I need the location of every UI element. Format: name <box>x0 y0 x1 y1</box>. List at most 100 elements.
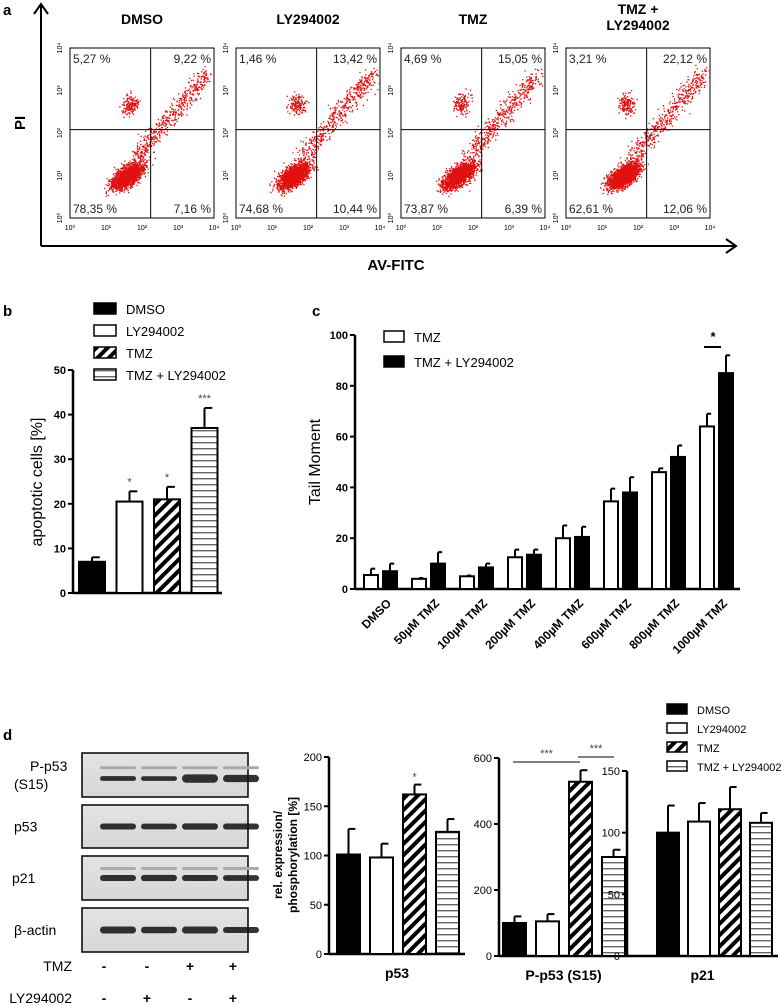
y-tick: 10³ <box>553 85 560 96</box>
treatment-sign: + <box>229 990 237 1006</box>
x-tick: 10⁴ <box>375 225 386 232</box>
y-tick-label: 40 <box>54 410 66 422</box>
x-tick: 10⁰ <box>396 224 407 232</box>
blot-label: P-p53 <box>30 758 68 774</box>
quadrant-ul: 3,21 % <box>569 52 607 66</box>
quadrant-lr: 7,16 % <box>174 202 212 216</box>
x-tick: 10¹ <box>267 225 278 232</box>
y-tick-label: 100 <box>602 828 620 840</box>
bar-0 <box>336 853 361 956</box>
bar-0 <box>502 922 527 957</box>
chart-d-pp53: 0 200 400 600 P-p53 (S15) *** *** <box>474 743 628 983</box>
bar-3 <box>435 830 460 955</box>
flow-plot-title-2: LY294002 <box>606 17 670 33</box>
legend-label-2: TMZ <box>126 346 153 361</box>
x-tick: 10⁴ <box>209 225 220 232</box>
blot-row-0: P-p53 (S15) <box>14 752 259 798</box>
y-tick: 10² <box>553 127 560 138</box>
y-tick-label: 0 <box>60 588 66 600</box>
blot-band <box>141 776 177 781</box>
y-tick-label: 0 <box>316 949 322 961</box>
flow-plot-frame <box>565 47 711 219</box>
bar-tmz-ly-5 <box>622 491 638 591</box>
legend-d: DMSO LY294002 TMZ TMZ + LY294002 <box>666 703 781 774</box>
y-tick: 10⁴ <box>223 43 230 54</box>
legend-swatch-1 <box>93 324 117 337</box>
x-tick-label-2: 100µM TMZ <box>434 596 490 652</box>
blot-band <box>141 874 177 882</box>
significance-2: * <box>165 472 170 484</box>
y-tick: 10² <box>57 127 64 138</box>
flow-plot-frame <box>400 47 546 219</box>
panel-label-c: c <box>312 303 320 320</box>
bar-tmz-0 <box>363 574 379 591</box>
x-label: P-p53 (S15) <box>525 967 601 983</box>
treatment-sign: - <box>188 990 193 1006</box>
blot-row-2: p21 <box>12 855 259 901</box>
legend-swatch-1 <box>383 355 405 368</box>
flow-plot-frame <box>69 47 215 219</box>
y-tick: 10⁴ <box>57 43 64 54</box>
x-tick: 10⁴ <box>705 225 716 232</box>
blot-band-faint <box>223 867 259 870</box>
flow-plot-title: TMZ <box>459 11 488 27</box>
treatment-sign: + <box>186 958 194 974</box>
y-tick-label: 50 <box>310 900 322 912</box>
flow-plot-title: LY294002 <box>276 11 340 27</box>
blot-band-faint <box>182 867 218 870</box>
y-tick: 10⁴ <box>388 43 395 54</box>
quadrant-lr: 10,44 % <box>333 202 377 216</box>
x-tick: 10⁰ <box>65 224 76 232</box>
bar-tmz-ly-0 <box>382 570 398 590</box>
blot-band-faint <box>223 766 259 770</box>
y-tick-label: 100 <box>330 330 348 342</box>
blot-band <box>223 875 259 881</box>
x-label: p53 <box>385 965 409 981</box>
legend-label-1: LY294002 <box>126 324 184 339</box>
x-tick: 10¹ <box>101 225 112 232</box>
blot-band <box>223 774 259 783</box>
bar-0 <box>78 560 106 595</box>
legend-label-3: TMZ + LY294002 <box>697 762 781 774</box>
y-tick-label: 0 <box>614 951 620 963</box>
significance-2: * <box>412 772 417 784</box>
y-tick: 10¹ <box>388 170 395 181</box>
flow-dots <box>269 67 381 197</box>
bar-2 <box>153 498 181 594</box>
quadrant-ur: 13,42 % <box>333 52 377 66</box>
legend-b: DMSO LY294002 TMZ TMZ + LY294002 <box>93 302 226 383</box>
x-tick: 10³ <box>669 225 680 232</box>
blot-band-faint <box>141 867 177 870</box>
x-tick: 10¹ <box>432 225 443 232</box>
bar-tmz-ly-6 <box>670 455 686 591</box>
y-tick-label: 100 <box>304 851 322 863</box>
legend-label-2: TMZ <box>697 743 720 755</box>
y-tick: 10⁰ <box>222 213 230 224</box>
y-tick: 10⁰ <box>552 213 560 224</box>
treatment-label-1: LY294002 <box>9 990 72 1006</box>
bar-tmz-ly-1 <box>430 562 446 590</box>
x-tick: 10¹ <box>597 225 608 232</box>
panel-label-b: b <box>3 303 12 320</box>
legend-c: TMZ TMZ + LY294002 <box>383 330 514 370</box>
quadrant-ul: 5,27 % <box>73 52 111 66</box>
significance-label: * <box>710 329 716 344</box>
bar-tmz-6 <box>651 471 667 590</box>
blot-band <box>100 875 136 881</box>
y-tick-label: 50 <box>608 889 620 901</box>
treatment-label-0: TMZ <box>43 958 72 974</box>
x-tick-label-0: DMSO <box>359 596 394 631</box>
bar-tmz-ly-2 <box>478 566 494 590</box>
flow-plot-title: TMZ + <box>618 1 659 17</box>
significance-label-0: *** <box>540 748 554 760</box>
treatment-sign: - <box>102 990 107 1006</box>
bar-1 <box>687 820 711 957</box>
y-tick-label: 20 <box>54 499 66 511</box>
y-tick: 10¹ <box>553 170 560 181</box>
treatment-sign: - <box>145 958 150 974</box>
x-tick: 10⁴ <box>540 225 551 232</box>
